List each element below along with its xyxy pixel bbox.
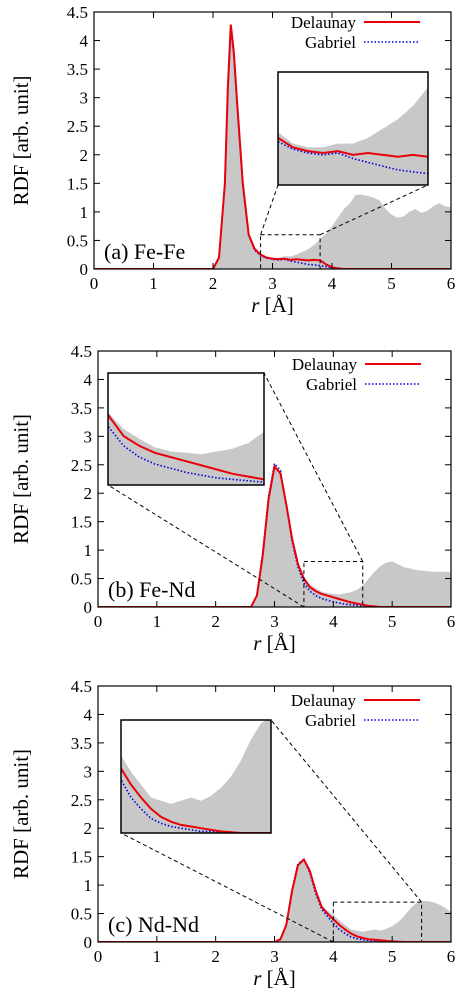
- panel-label: (c) Nd-Nd: [108, 912, 199, 937]
- x-tick-label: 2: [211, 612, 220, 631]
- zoom-connector: [120, 832, 334, 943]
- y-axis-label: RDF [arb. unit]: [9, 749, 33, 879]
- inset-plot: [107, 372, 265, 486]
- zoom-connector: [260, 184, 279, 235]
- legend-entry-delaunay: Delaunay: [291, 691, 357, 710]
- y-tick-label: 2: [84, 484, 93, 503]
- x-tick-label: 5: [387, 274, 396, 293]
- y-tick-label: 1: [84, 541, 93, 560]
- inset-frame: [107, 372, 265, 486]
- panel-1-delaunay-line: [94, 24, 451, 269]
- x-tick-label: 4: [328, 274, 337, 293]
- legend-entry-gabriel: Gabriel: [305, 33, 356, 52]
- y-tick-label: 0: [84, 598, 93, 617]
- y-tick-label: 4: [80, 32, 89, 51]
- zoom-region: [303, 560, 364, 608]
- inset-3-delaunay-line: [121, 766, 271, 833]
- x-tick-label: 6: [447, 612, 456, 631]
- zoom-connector: [270, 719, 422, 903]
- x-axis-label: r [Å]: [251, 293, 294, 317]
- y-axis-label: RDF [arb. unit]: [9, 414, 33, 544]
- x-tick-label: 5: [388, 612, 397, 631]
- panel-3-delaunay-line: [98, 857, 451, 942]
- inset-1-total-area: [278, 87, 428, 185]
- panel-2: 0 1 2 3 4 5 6 0 0.5 1 1.5 2 2.5 3 3.5 4 4.5 r [Å] RDF [arb…: [9, 342, 456, 655]
- x-tick-label: 4: [329, 947, 338, 966]
- zoom-connector: [107, 484, 305, 608]
- inset-2-delaunay-line: [108, 412, 264, 481]
- x-axis-label: r [Å]: [253, 631, 296, 655]
- inset-plot: [277, 71, 429, 186]
- legend-entry-delaunay: Delaunay: [291, 13, 357, 32]
- x-tick-label: 4: [329, 612, 338, 631]
- x-tick-label: 0: [94, 947, 103, 966]
- y-tick-label: 0: [84, 933, 93, 952]
- zoom-connector: [319, 184, 429, 236]
- inset-2-total-area: [108, 412, 264, 485]
- panel-label: (b) Fe-Nd: [108, 577, 195, 602]
- y-tick-label: 1.5: [71, 513, 92, 532]
- y-tick-label: 3.5: [67, 60, 88, 79]
- x-tick-label: 3: [270, 947, 279, 966]
- x-tick-label: 5: [388, 947, 397, 966]
- y-tick-label: 4.5: [67, 3, 88, 22]
- inset-1-gabriel-line: [278, 140, 428, 175]
- x-tick-label: 1: [149, 274, 158, 293]
- y-tick-label: 2: [80, 146, 89, 165]
- inset-frame: [120, 719, 272, 834]
- y-tick-label: 4.5: [71, 677, 92, 696]
- legend-entry-gabriel: Gabriel: [306, 375, 357, 394]
- y-tick-label: 0: [80, 260, 89, 279]
- y-tick-label: 4.5: [71, 342, 92, 361]
- x-tick-label: 2: [209, 274, 218, 293]
- y-tick-label: 1.5: [71, 848, 92, 867]
- y-tick-label: 1: [80, 203, 89, 222]
- y-tick-label: 3: [84, 427, 93, 446]
- legend-entry-gabriel: Gabriel: [305, 711, 356, 730]
- x-tick-label: 2: [211, 947, 220, 966]
- x-tick-label: 0: [90, 274, 99, 293]
- x-tick-label: 1: [153, 612, 162, 631]
- x-tick-label: 3: [268, 274, 277, 293]
- x-tick-label: 6: [447, 947, 456, 966]
- panel-2-total-area: [98, 466, 451, 607]
- panel-1-total-area: [94, 24, 451, 269]
- y-tick-label: 3.5: [71, 399, 92, 418]
- y-tick-label: 2: [84, 819, 93, 838]
- panel-3: 0 1 2 3 4 5 6 0 0.5 1 1.5 2 2.5 3 3.5 4 4.5 r [Å] RDF [arb…: [9, 677, 456, 990]
- y-tick-label: 3: [80, 89, 89, 108]
- y-tick-label: 2.5: [71, 791, 92, 810]
- y-tick-label: 3.5: [71, 734, 92, 753]
- y-tick-label: 4: [84, 370, 93, 389]
- y-axis-label: RDF [arb. unit]: [9, 75, 33, 205]
- y-tick-label: 0.5: [71, 570, 92, 589]
- y-tick-label: 4: [84, 705, 93, 724]
- y-tick-label: 2.5: [67, 117, 88, 136]
- y-tick-label: 0.5: [71, 905, 92, 924]
- y-tick-label: 0.5: [67, 231, 88, 250]
- legend-entry-delaunay: Delaunay: [292, 355, 358, 374]
- panel-3-total-area: [98, 859, 451, 942]
- y-tick-label: 1.5: [67, 174, 88, 193]
- inset-1-delaunay-line: [278, 136, 428, 159]
- x-tick-label: 0: [94, 612, 103, 631]
- x-tick-label: 1: [153, 947, 162, 966]
- y-tick-label: 1: [84, 876, 93, 895]
- inset-frame: [277, 71, 429, 186]
- zoom-region: [332, 901, 423, 943]
- y-tick-label: 3: [84, 762, 93, 781]
- panel-1: 0 1 2 3 4 5 6 0 0.5 1 1.5 2 2.5 3 3.5 4 4.5 r [Å] RDF [arb…: [9, 3, 456, 317]
- inset-3-total-area: [121, 720, 271, 833]
- inset-plot: [120, 719, 272, 834]
- x-tick-label: 3: [270, 612, 279, 631]
- y-tick-label: 2.5: [71, 456, 92, 475]
- panel-label: (a) Fe-Fe: [104, 239, 185, 264]
- zoom-connector: [263, 372, 364, 562]
- x-axis-label: r [Å]: [253, 966, 296, 990]
- zoom-region: [260, 234, 321, 270]
- panel-2-delaunay-line: [98, 464, 451, 607]
- x-tick-label: 6: [447, 274, 456, 293]
